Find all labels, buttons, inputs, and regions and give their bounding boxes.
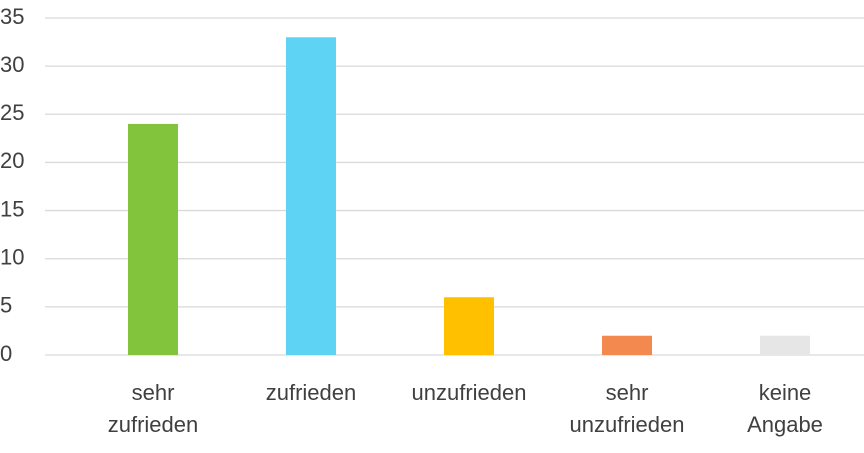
- x-tick-label: keine Angabe: [747, 380, 823, 437]
- bar: [128, 123, 178, 356]
- bar: [760, 335, 810, 355]
- x-tick-label: zufrieden: [265, 380, 357, 405]
- bar: [602, 335, 652, 355]
- bar: [286, 37, 336, 355]
- bar: [444, 297, 494, 355]
- x-tick-label: sehr unzufrieden: [569, 380, 685, 437]
- y-tick-label: 35: [0, 4, 24, 29]
- x-tick-label: unzufrieden: [411, 380, 527, 405]
- y-tick-label: 20: [0, 148, 24, 173]
- y-tick-label: 30: [0, 52, 24, 77]
- y-tick-label: 25: [0, 100, 24, 125]
- x-tick-label: sehr zufrieden: [107, 380, 199, 437]
- y-tick-label: 10: [0, 245, 24, 270]
- y-tick-label: 5: [0, 293, 12, 318]
- y-tick-label: 15: [0, 196, 24, 221]
- y-tick-label: 0: [0, 341, 12, 366]
